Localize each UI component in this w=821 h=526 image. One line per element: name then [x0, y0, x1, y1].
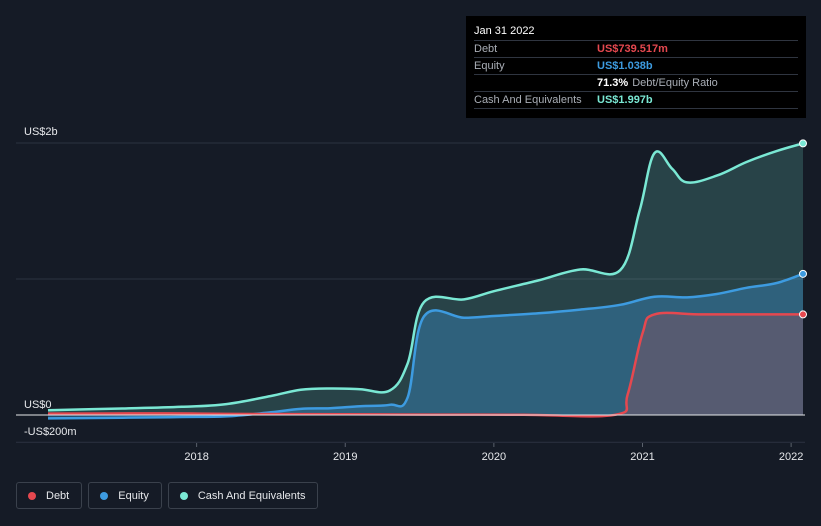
debt-dot-icon	[28, 491, 36, 500]
tooltip-cash-label: Cash And Equivalents	[474, 94, 582, 106]
tooltip-equity-label: Equity	[474, 60, 505, 72]
tooltip-row-equity: Equity US$1.038b	[474, 57, 798, 74]
equity-endpoint[interactable]	[799, 269, 807, 278]
y-tick-label: US$0	[24, 399, 52, 411]
tooltip-ratio-value: 71.3%	[597, 77, 629, 89]
x-tick-label: 2022	[779, 451, 803, 463]
equity-area	[48, 273, 803, 419]
equity-dot-icon	[100, 491, 109, 500]
tooltip-cash-value: US$1.997b	[597, 94, 653, 106]
debt-endpoint[interactable]	[799, 310, 807, 319]
tooltip-row-cash: Cash And Equivalents US$1.997b	[474, 91, 798, 108]
x-tick-label: 2021	[630, 451, 654, 463]
tooltip-debt-label: Debt	[474, 43, 498, 55]
legend: Debt Equity Cash And Equivalents	[16, 482, 319, 509]
debt-line	[47, 311, 803, 418]
tooltip-row-debt: Debt US$739.517m	[474, 40, 798, 57]
tooltip-debt-value: US$739.517m	[597, 43, 668, 55]
tooltip-ratio-label	[474, 75, 597, 91]
y-tick-label: US$2b	[24, 126, 58, 138]
tooltip-date: Jan 31 2022	[474, 25, 535, 37]
cash-and-equivalents-endpoint[interactable]	[799, 139, 807, 148]
tooltip-bottom-divider	[474, 108, 798, 109]
legend-item-debt[interactable]: Debt	[16, 482, 83, 509]
tooltip-ratio-suffix: Debt/Equity Ratio	[632, 77, 718, 89]
legend-equity-label: Equity	[118, 489, 149, 502]
series-areas	[48, 143, 803, 419]
tooltip-row-ratio: 71.3% Debt/Equity Ratio	[474, 74, 798, 91]
cash-and-equivalents-line	[47, 142, 804, 412]
y-tick-label: -US$200m	[24, 426, 77, 438]
series-endpoints[interactable]	[799, 139, 807, 319]
legend-cash-label: Cash And Equivalents	[197, 489, 306, 502]
x-tick-label: 2019	[333, 451, 357, 463]
cash-and-equivalents-area	[48, 143, 803, 415]
y-axis-labels: US$2b US$0 -US$200m	[24, 126, 77, 438]
legend-item-equity[interactable]: Equity	[88, 482, 162, 509]
cash-dot-icon	[179, 491, 188, 500]
x-tick-label: 2020	[482, 451, 506, 463]
tooltip-equity-value: US$1.038b	[597, 60, 653, 72]
debt-area	[48, 312, 803, 417]
grid-lines	[16, 142, 805, 443]
x-axis-labels: 2018 2019 2020 2021 2022	[184, 443, 803, 463]
tooltip-panel: Jan 31 2022 Debt US$739.517m Equity US$1…	[466, 16, 806, 118]
legend-item-cash[interactable]: Cash And Equivalents	[167, 482, 319, 509]
legend-debt-label: Debt	[46, 489, 70, 502]
x-tick-label: 2018	[184, 451, 208, 463]
